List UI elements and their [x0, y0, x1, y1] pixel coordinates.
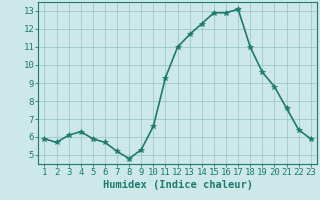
X-axis label: Humidex (Indice chaleur): Humidex (Indice chaleur)	[103, 180, 252, 190]
